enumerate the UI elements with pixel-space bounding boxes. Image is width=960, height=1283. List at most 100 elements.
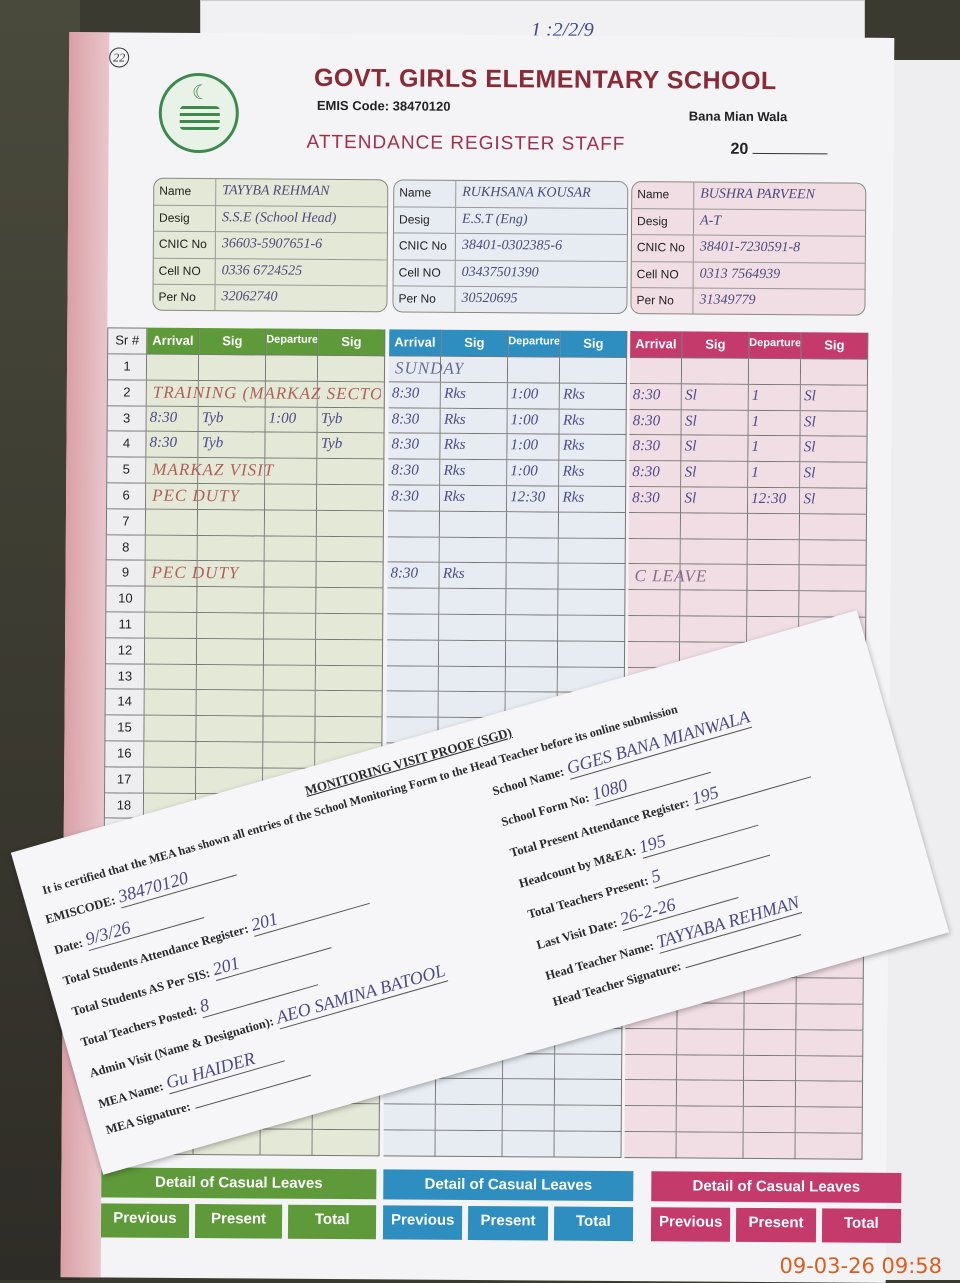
attendance-cell: 8:30 bbox=[146, 406, 200, 433]
slip-field-value: 201 bbox=[248, 908, 281, 935]
attendance-cell bbox=[144, 767, 197, 794]
attendance-cell bbox=[316, 588, 384, 615]
school-name: GOVT. GIRLS ELEMENTARY SCHOOL bbox=[313, 63, 777, 96]
handwritten-entry: 8:30 bbox=[149, 409, 178, 426]
staff-info-row: Desig E.S.T (Eng) bbox=[393, 206, 628, 236]
slip-field-value: 195 bbox=[636, 830, 668, 857]
staff-field-label: CNIC No bbox=[631, 235, 694, 262]
attendance-cell bbox=[629, 358, 683, 385]
staff-field-label: Cell NO bbox=[153, 258, 216, 285]
casual-leaves-total: Total bbox=[553, 1206, 634, 1242]
column-header-arrival: Arrival bbox=[389, 329, 442, 357]
attendance-cell bbox=[682, 358, 750, 385]
staff-field-label: CNIC No bbox=[153, 231, 216, 258]
row-number: 13 bbox=[104, 663, 145, 691]
attendance-cell bbox=[387, 588, 440, 615]
attendance-cell: Rks bbox=[440, 434, 508, 461]
attendance-cell bbox=[747, 513, 801, 540]
attendance-cell bbox=[439, 640, 507, 667]
handwritten-entry: Rks bbox=[443, 411, 466, 428]
handwritten-entry: 8:30 bbox=[391, 488, 419, 505]
casual-leaves-subheaders: Previous Present Total bbox=[382, 1205, 634, 1242]
handwritten-entry bbox=[266, 433, 317, 439]
emis-code: EMIS Code: 38470120 bbox=[316, 97, 451, 114]
attendance-cell: 8:30 bbox=[629, 487, 682, 514]
handwritten-entry: Rks bbox=[562, 437, 585, 455]
row-number: 15 bbox=[104, 715, 145, 742]
attendance-cell bbox=[263, 716, 316, 743]
attendance-cell bbox=[383, 1130, 437, 1157]
attendance-cell bbox=[677, 1080, 745, 1108]
staff-field-label: Per No bbox=[393, 286, 456, 314]
attendance-cell bbox=[144, 690, 198, 717]
slip-field-line: 201 bbox=[248, 882, 371, 937]
attendance-cell bbox=[439, 588, 507, 616]
staff-field-value: 38401-0302385-6 bbox=[461, 237, 563, 254]
casual-leaves-total: Total bbox=[288, 1204, 377, 1240]
attendance-cell bbox=[198, 509, 266, 537]
attendance-cell bbox=[435, 1130, 503, 1157]
staff-field-label: Desig bbox=[393, 206, 457, 233]
handwritten-entry: Sl bbox=[684, 438, 697, 455]
staff-field-value: S.S.E (School Head) bbox=[222, 209, 337, 226]
staff-field-value: 0336 6724525 bbox=[221, 262, 303, 279]
handwritten-entry: 1 bbox=[751, 439, 760, 456]
attendance-cell bbox=[799, 565, 867, 592]
attendance-cell bbox=[440, 537, 507, 564]
casual-leaves-box: Detail of Casual Leaves Previous Present To… bbox=[382, 1169, 634, 1247]
staff-info-row: CNIC No 38401-0302385-6 bbox=[393, 233, 627, 262]
attendance-cell: Tyb bbox=[198, 432, 266, 459]
handwritten-entry: Tyb bbox=[320, 436, 343, 453]
attendance-cell: Rks bbox=[559, 460, 627, 488]
attendance-cell bbox=[315, 691, 383, 718]
slip-field-value: 1080 bbox=[589, 774, 630, 804]
attendance-cell: 8:30 bbox=[146, 432, 199, 459]
attendance-cell bbox=[744, 1055, 797, 1082]
attendance-cell bbox=[317, 536, 384, 563]
attendance-cell bbox=[386, 665, 440, 693]
attendance-cell bbox=[628, 512, 682, 540]
attendance-cell bbox=[743, 1132, 797, 1160]
column-header-sig: Sig bbox=[801, 332, 869, 360]
column-header-arrival: Arrival bbox=[630, 331, 683, 359]
handwritten-entry: Sl bbox=[684, 490, 697, 507]
attendance-cell bbox=[677, 1055, 745, 1082]
column-header-sig: Sig bbox=[441, 329, 509, 358]
handwritten-entry: Rks bbox=[562, 489, 585, 506]
staff-field-value: 31349779 bbox=[699, 292, 756, 308]
attendance-cell bbox=[146, 354, 200, 381]
attendance-cell: 1:00 bbox=[507, 434, 560, 461]
staff-info-row: CNIC No 36603-5907651-6 bbox=[153, 231, 387, 260]
casual-leaves-previous: Previous bbox=[650, 1207, 731, 1242]
staff-field-label: Cell NO bbox=[631, 261, 694, 288]
attendance-cell bbox=[747, 591, 800, 618]
attendance-cell bbox=[800, 514, 867, 541]
casual-leaves-present: Present bbox=[736, 1207, 816, 1243]
attendance-cell bbox=[263, 690, 317, 718]
row-number: 2 bbox=[106, 380, 147, 407]
row-number: 12 bbox=[104, 638, 146, 665]
handwritten-entry: Rks bbox=[443, 488, 466, 505]
attendance-cell bbox=[796, 1081, 864, 1108]
attendance-cell: 1 bbox=[748, 462, 801, 489]
attendance-cell bbox=[145, 509, 199, 536]
row-number: 17 bbox=[104, 767, 145, 794]
attendance-cell bbox=[505, 666, 559, 693]
slip-field-value: 26-2-26 bbox=[617, 894, 678, 930]
handwritten-entry: Rks bbox=[562, 463, 585, 480]
handwritten-entry: 12:30 bbox=[510, 489, 546, 506]
attendance-cell: Tyb bbox=[317, 407, 385, 434]
staff-field-label: CNIC No bbox=[393, 233, 456, 260]
attendance-cell bbox=[558, 641, 626, 668]
attendance-cell: Rks bbox=[440, 408, 508, 435]
attendance-cell bbox=[387, 536, 441, 564]
staff-info-box: Name TAYYBA REHMAN Desig S.S.E (School Head… bbox=[152, 177, 389, 313]
slip-field-value: 9/3/26 bbox=[83, 917, 133, 950]
attendance-cell bbox=[625, 1028, 678, 1056]
handwritten-entry: Tyb bbox=[201, 409, 224, 426]
handwritten-entry: 8:30 bbox=[149, 435, 178, 452]
attendance-cell bbox=[555, 1054, 623, 1081]
staff-info-row: Name BUSHRA PARVEEN bbox=[632, 182, 866, 211]
row-number: 1 bbox=[106, 354, 148, 381]
attendance-cell bbox=[260, 1129, 314, 1156]
